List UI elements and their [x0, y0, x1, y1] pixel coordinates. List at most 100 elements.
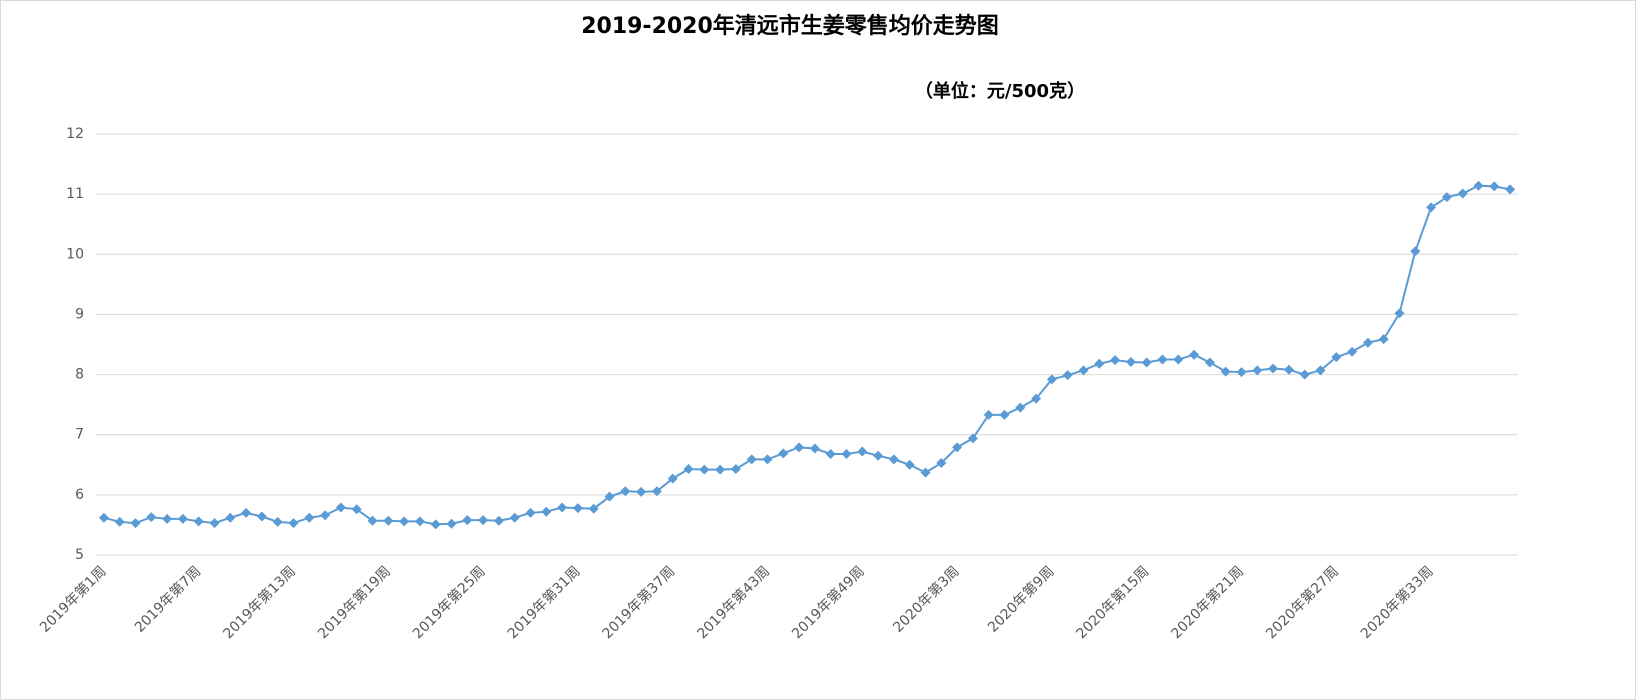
data-point — [1110, 355, 1121, 366]
data-point — [1505, 184, 1516, 195]
data-point — [383, 515, 394, 526]
data-point — [920, 467, 931, 478]
data-point — [667, 473, 678, 484]
y-tick-label: 7 — [75, 427, 84, 443]
data-point — [1031, 393, 1042, 404]
data-point — [320, 510, 331, 521]
data-point — [241, 507, 252, 518]
data-point — [541, 506, 552, 517]
data-point — [557, 502, 568, 513]
data-point — [967, 433, 978, 444]
data-point — [288, 518, 299, 529]
y-tick-label: 10 — [66, 246, 84, 262]
data-point — [888, 454, 899, 465]
data-point — [1457, 188, 1468, 199]
y-tick-label: 8 — [75, 367, 84, 383]
data-point — [1394, 308, 1405, 319]
data-point — [730, 463, 741, 474]
data-point — [335, 502, 346, 513]
data-point — [146, 512, 157, 523]
data-point — [256, 511, 267, 522]
data-point — [414, 516, 425, 527]
data-point — [794, 442, 805, 453]
data-point — [873, 450, 884, 461]
data-point — [1220, 366, 1231, 377]
data-point — [1299, 369, 1310, 380]
data-point — [651, 486, 662, 497]
data-point — [1489, 181, 1500, 192]
data-point — [399, 516, 410, 527]
data-point — [1268, 363, 1279, 374]
data-point — [1236, 367, 1247, 378]
data-point — [999, 409, 1010, 420]
data-point — [493, 515, 504, 526]
y-tick-label: 6 — [75, 487, 84, 503]
data-point — [446, 518, 457, 529]
data-point — [1189, 349, 1200, 360]
data-point — [225, 512, 236, 523]
y-tick-label: 9 — [75, 306, 84, 322]
data-point — [130, 518, 141, 529]
data-point — [478, 515, 489, 526]
data-point — [809, 443, 820, 454]
data-point — [351, 504, 362, 515]
data-point — [825, 448, 836, 459]
data-point — [715, 464, 726, 475]
data-point — [588, 503, 599, 514]
data-point — [620, 486, 631, 497]
data-point — [1315, 365, 1326, 376]
data-point — [983, 409, 994, 420]
y-tick-label: 11 — [66, 186, 84, 202]
data-point — [1378, 334, 1389, 345]
data-point — [367, 515, 378, 526]
data-point — [1094, 358, 1105, 369]
data-point — [162, 513, 173, 524]
data-point — [1173, 354, 1184, 365]
data-point — [430, 519, 441, 530]
data-point — [857, 446, 868, 457]
data-point — [1046, 374, 1057, 385]
data-point — [1426, 202, 1437, 213]
data-point — [762, 454, 773, 465]
data-point — [462, 515, 473, 526]
data-point — [936, 457, 947, 468]
data-point — [1125, 356, 1136, 367]
data-point — [193, 516, 204, 527]
data-point — [636, 486, 647, 497]
data-point — [1441, 192, 1452, 203]
data-point — [778, 448, 789, 459]
data-point — [98, 512, 109, 523]
data-point — [1331, 352, 1342, 363]
data-point — [1410, 246, 1421, 257]
data-point — [509, 512, 520, 523]
chart-subtitle: （单位：元/500克） — [915, 80, 1085, 102]
data-point — [114, 516, 125, 527]
data-point — [1347, 346, 1358, 357]
data-point — [304, 512, 315, 523]
data-point — [1078, 365, 1089, 376]
data-point — [1157, 354, 1168, 365]
data-point — [1015, 402, 1026, 413]
data-point — [841, 448, 852, 459]
data-point — [1473, 180, 1484, 191]
data-point — [1062, 370, 1073, 381]
data-point — [683, 463, 694, 474]
y-tick-label: 12 — [66, 126, 84, 142]
data-point — [952, 442, 963, 453]
data-point — [904, 459, 915, 470]
data-point — [177, 513, 188, 524]
data-point — [572, 503, 583, 514]
data-point — [699, 464, 710, 475]
data-point — [1252, 365, 1263, 376]
y-tick-label: 5 — [75, 547, 84, 563]
data-point — [1204, 357, 1215, 368]
data-point — [1362, 337, 1373, 348]
data-point — [746, 454, 757, 465]
data-point — [209, 518, 220, 529]
data-point — [1141, 357, 1152, 368]
data-point — [272, 516, 283, 527]
data-point — [525, 507, 536, 518]
